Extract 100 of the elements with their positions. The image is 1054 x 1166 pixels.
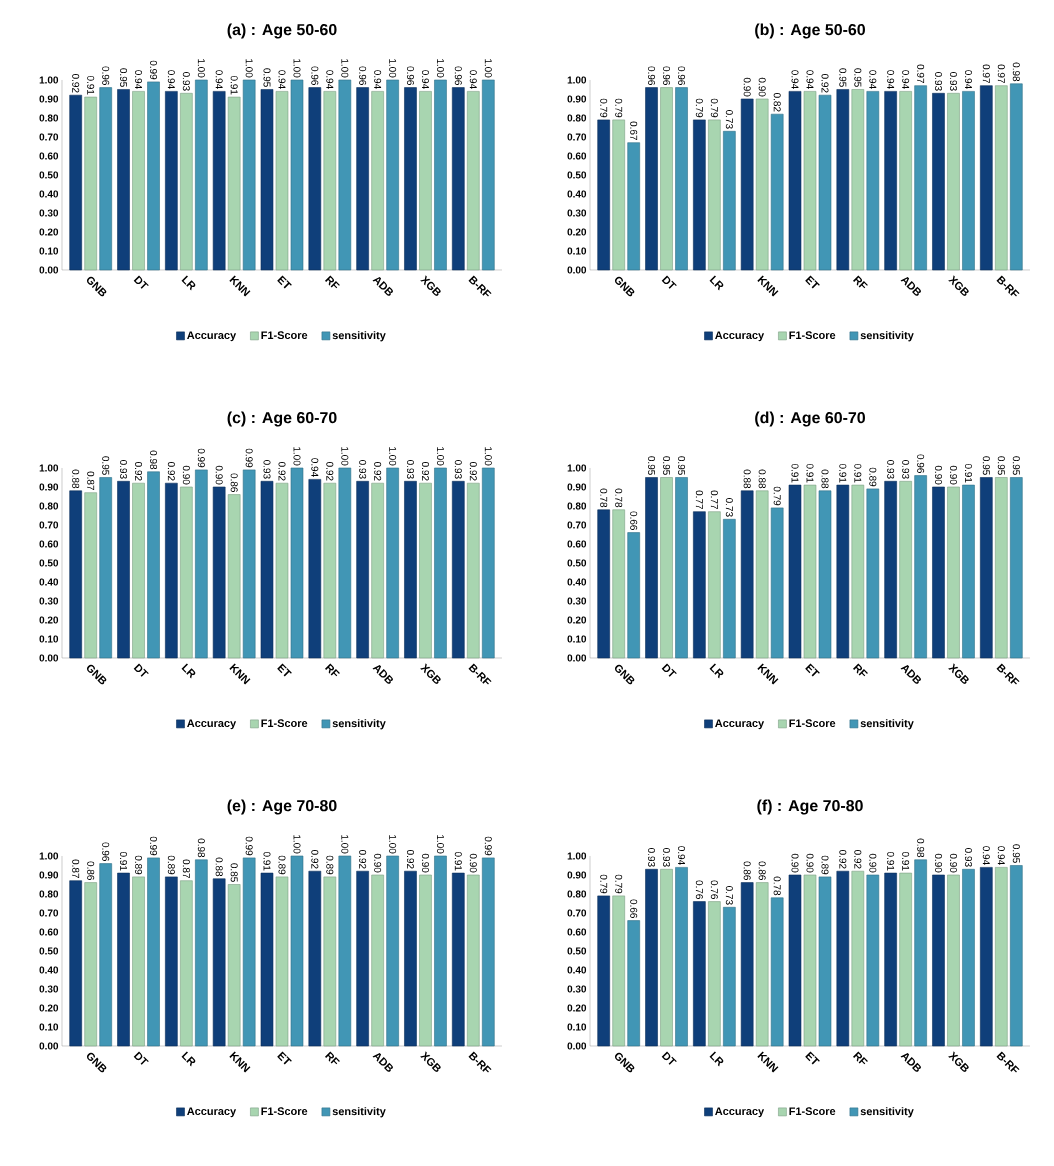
- data-label: 0.90: [791, 853, 799, 873]
- bar: [980, 477, 993, 659]
- x-tick-label: DT: [133, 275, 149, 289]
- data-label: 0.89: [326, 855, 334, 875]
- bar: [788, 874, 802, 1047]
- bar: [419, 874, 432, 1047]
- legend-label: sensitivity: [332, 331, 386, 342]
- data-label: 0.90: [869, 853, 877, 873]
- bar: [788, 91, 802, 271]
- bar: [770, 897, 784, 1047]
- x-tick-label: RF: [853, 1051, 868, 1065]
- bar: [708, 511, 721, 659]
- x-tick-label: ET: [805, 275, 820, 289]
- data-label: 0.94: [278, 70, 286, 89]
- y-tick-label: 0.20: [567, 228, 587, 236]
- data-label: 0.93: [902, 460, 910, 479]
- data-label: 0.99: [150, 836, 158, 856]
- data-label: 0.91: [839, 463, 847, 483]
- data-label: 0.91: [964, 463, 972, 483]
- data-label: 0.93: [934, 72, 942, 91]
- bar: [947, 92, 960, 271]
- bar: [386, 855, 399, 1047]
- bar: [147, 471, 160, 659]
- data-label: 0.90: [806, 853, 814, 873]
- data-label: 1.00: [341, 59, 349, 78]
- y-tick-label: 0.90: [567, 871, 587, 879]
- data-label: 0.88: [821, 469, 829, 489]
- data-label: 0.92: [135, 461, 143, 481]
- bar: [466, 91, 480, 271]
- y-tick-label: 0.20: [567, 1004, 587, 1012]
- y-tick-label: 0.60: [39, 928, 59, 936]
- bar: [323, 876, 337, 1047]
- data-label: 0.90: [949, 465, 957, 485]
- y-tick-label: 0.50: [39, 947, 59, 955]
- data-label: 0.95: [120, 68, 128, 87]
- bar: [866, 91, 880, 271]
- data-label: 0.91: [902, 851, 910, 871]
- data-label: 0.97: [917, 64, 925, 83]
- bar: [597, 509, 610, 659]
- y-tick-label: 0.60: [39, 152, 59, 160]
- bar: [803, 874, 817, 1047]
- data-label: 0.97: [982, 64, 990, 83]
- y-tick-label: 1.00: [567, 464, 587, 472]
- y-tick-label: 0.30: [567, 985, 587, 993]
- data-label: 0.92: [421, 461, 429, 481]
- bar: [597, 895, 610, 1047]
- y-tick-label: 0.70: [39, 909, 59, 917]
- bar: [338, 79, 352, 271]
- data-label: 0.90: [758, 77, 766, 97]
- bar: [884, 872, 897, 1047]
- bar: [338, 855, 352, 1047]
- data-label: 0.90: [934, 465, 942, 485]
- data-label: 0.94: [311, 458, 319, 477]
- bar: [212, 91, 226, 271]
- y-tick-label: 0.20: [567, 616, 587, 624]
- bar: [627, 142, 640, 271]
- data-label: 0.92: [374, 461, 382, 481]
- data-label: 0.89: [821, 855, 829, 875]
- y-tick-label: 0.80: [39, 890, 59, 898]
- data-label: 0.90: [934, 853, 942, 873]
- data-label: 0.89: [167, 855, 175, 875]
- data-label: 0.94: [902, 70, 910, 89]
- bar: [386, 79, 399, 271]
- x-tick-label: LR: [181, 275, 196, 291]
- data-label: 1.00: [436, 59, 444, 78]
- x-tick-label: ET: [277, 663, 292, 677]
- bar: [1010, 83, 1023, 271]
- bar: [165, 91, 178, 271]
- data-label: 0.92: [469, 461, 477, 481]
- y-tick-label: 0.10: [567, 635, 587, 643]
- bar: [260, 89, 274, 271]
- bar: [227, 884, 241, 1047]
- y-tick-label: 0.10: [567, 1023, 587, 1031]
- legend-label: sensitivity: [332, 1107, 386, 1118]
- data-label: 0.88: [743, 469, 751, 489]
- legend-label: F1-Score: [261, 1107, 308, 1116]
- bar: [481, 79, 495, 271]
- bar: [481, 467, 495, 659]
- y-tick-label: 1.00: [39, 76, 59, 84]
- bar: [693, 901, 706, 1047]
- y-tick-label: 0.40: [39, 966, 59, 974]
- data-label: 1.00: [293, 59, 301, 78]
- bar: [275, 91, 289, 271]
- data-label: 0.93: [454, 460, 462, 479]
- y-tick-label: 0.90: [567, 95, 587, 103]
- data-label: 0.67: [630, 121, 638, 140]
- y-tick-label: 0.20: [39, 1004, 59, 1012]
- legend-label: Accuracy: [187, 1107, 237, 1118]
- data-label: 0.76: [695, 880, 703, 899]
- data-label: 1.00: [389, 447, 397, 466]
- data-label: 0.94: [964, 70, 972, 89]
- bar: [386, 467, 399, 659]
- data-label: 0.92: [326, 461, 334, 481]
- y-tick-label: 0.00: [567, 1042, 587, 1050]
- data-label: 0.95: [997, 456, 1005, 475]
- data-label: 0.89: [135, 855, 143, 875]
- legend-label: F1-Score: [261, 719, 308, 728]
- y-tick-label: 0.00: [39, 266, 59, 274]
- data-label: 0.92: [359, 849, 367, 869]
- data-label: 0.99: [484, 836, 492, 856]
